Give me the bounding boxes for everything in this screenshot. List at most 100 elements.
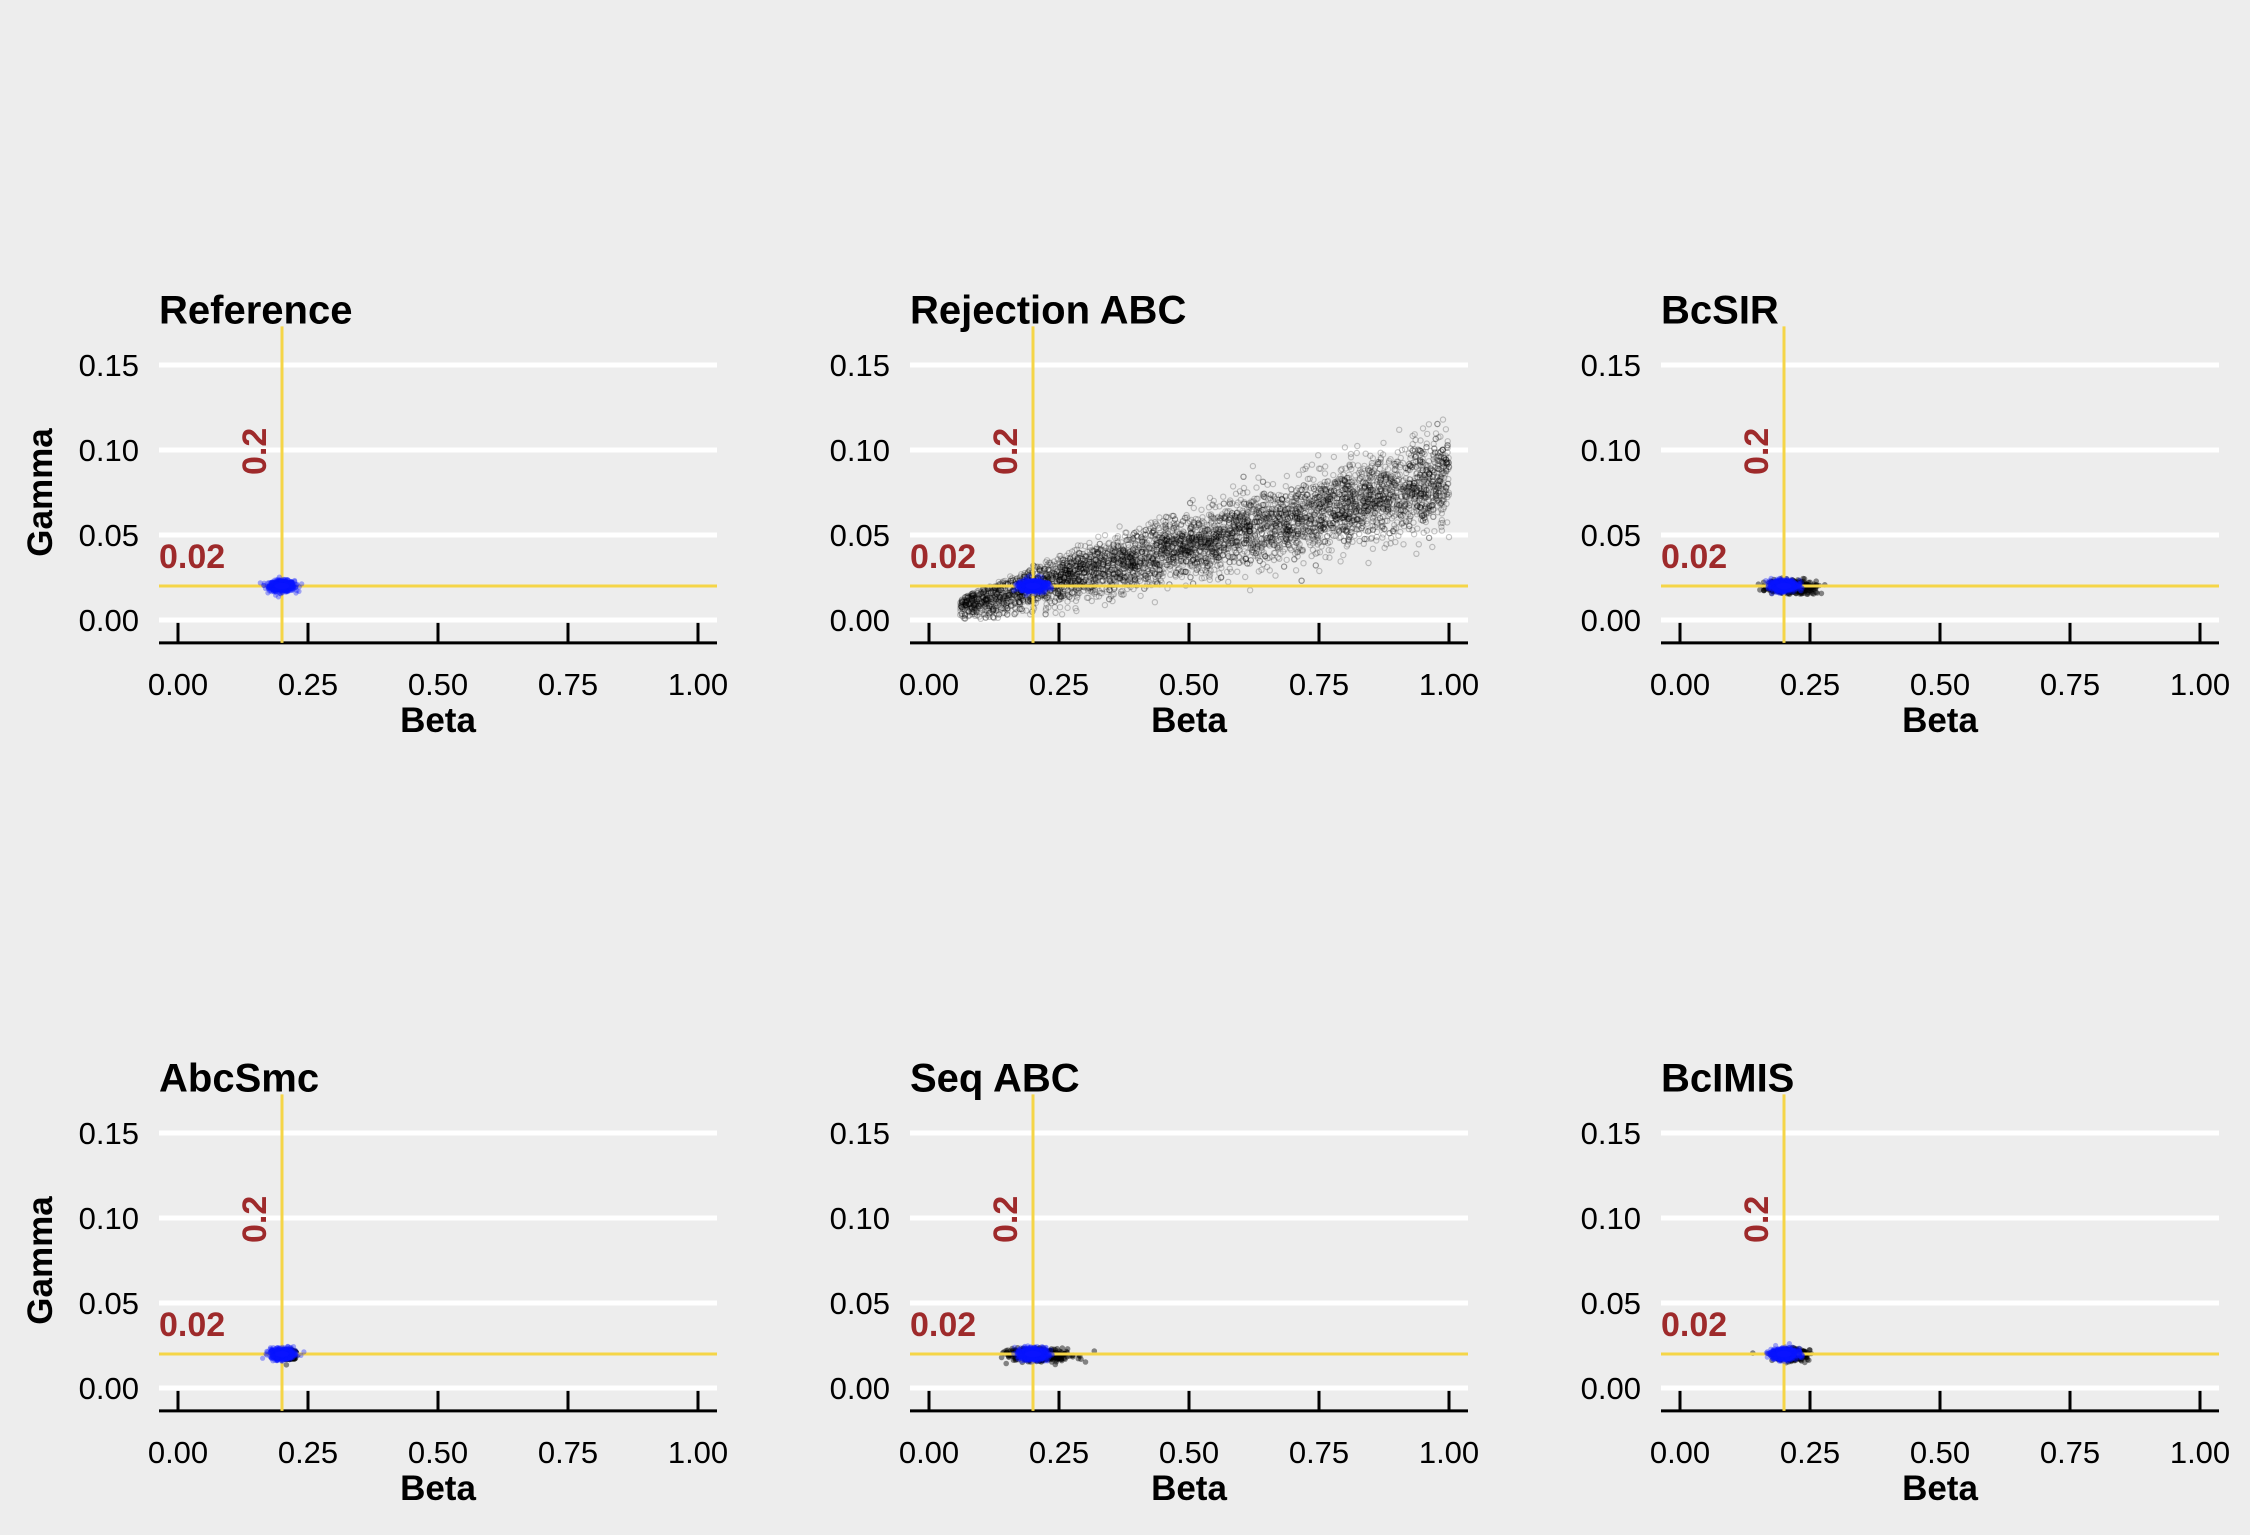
posterior-point <box>288 585 294 591</box>
x-tick-label: 0.75 <box>538 667 598 702</box>
posterior-point <box>267 583 273 589</box>
posterior-point <box>291 584 297 590</box>
posterior-point <box>274 578 280 584</box>
posterior-point <box>267 587 273 593</box>
posterior-point <box>288 583 294 589</box>
posterior-point <box>286 588 292 594</box>
y-tick-label: 0.10 <box>79 433 139 468</box>
posterior-point <box>276 578 282 584</box>
posterior-point <box>284 577 290 583</box>
x-tick-label: 0.25 <box>1029 667 1089 702</box>
posterior-point <box>269 581 275 588</box>
panel-title: Reference <box>159 288 352 332</box>
y-tick-label: 0.15 <box>79 348 139 383</box>
x-tick-label: 0.50 <box>408 667 468 702</box>
posterior-core <box>274 582 290 590</box>
x-tick-label: 0.25 <box>278 667 338 702</box>
posterior-point <box>296 588 302 595</box>
posterior-point <box>285 587 291 593</box>
posterior-point <box>288 581 294 587</box>
x-axis-label: Beta <box>1151 701 1227 740</box>
posterior-point <box>290 586 296 593</box>
posterior-point <box>279 577 285 583</box>
x-tick-label: 1.00 <box>668 667 728 702</box>
posterior-point <box>280 578 286 584</box>
posterior-point <box>269 584 275 590</box>
posterior-point <box>273 589 279 595</box>
posterior-point <box>293 584 299 590</box>
posterior-point <box>266 580 272 586</box>
posterior-point <box>271 579 278 585</box>
posterior-point <box>277 590 283 596</box>
posterior-point <box>290 584 296 590</box>
posterior-point <box>289 582 295 588</box>
posterior-point <box>290 581 296 587</box>
y-tick-label: 0.05 <box>79 518 139 553</box>
posterior-point <box>288 579 294 585</box>
posterior-point <box>272 577 278 583</box>
posterior-point <box>269 579 275 585</box>
y-tick-label: 0.15 <box>830 348 890 383</box>
posterior-point <box>261 582 267 589</box>
posterior-point <box>283 588 289 595</box>
posterior-point <box>268 583 274 590</box>
x-tick-label: 0.00 <box>148 667 208 702</box>
posterior-point <box>277 577 283 584</box>
y-axis-label: Gamma <box>21 428 60 557</box>
posterior-point <box>296 584 302 590</box>
posterior-point <box>266 584 272 591</box>
posterior-point <box>279 588 286 594</box>
posterior-point <box>269 585 275 591</box>
x-tick-label: 0.50 <box>1159 667 1219 702</box>
posterior-point <box>265 580 271 586</box>
posterior-point <box>277 590 283 596</box>
y-tick-label: 0.10 <box>830 433 890 468</box>
posterior-point <box>268 582 274 588</box>
reference-label-gamma: 0.02 <box>159 538 225 576</box>
posterior-point <box>290 583 296 589</box>
posterior-point <box>272 589 279 595</box>
posterior-point <box>273 592 279 598</box>
posterior-point <box>266 585 272 591</box>
posterior-point <box>266 584 273 590</box>
posterior-point <box>288 579 294 585</box>
posterior-point <box>269 585 276 591</box>
posterior-point <box>289 580 295 586</box>
posterior-point <box>289 583 295 589</box>
posterior-point <box>269 584 275 590</box>
posterior-point <box>289 587 295 594</box>
posterior-point <box>270 585 276 591</box>
posterior-point <box>257 580 263 586</box>
posterior-point <box>278 591 284 597</box>
posterior-point <box>299 581 305 587</box>
x-tick-label: 1.00 <box>1419 667 1479 702</box>
x-axis-label: Beta <box>400 701 476 740</box>
posterior-point <box>277 588 283 594</box>
posterior-point <box>292 578 298 584</box>
posterior-point <box>275 589 281 595</box>
posterior-point <box>265 585 272 591</box>
posterior-point <box>285 577 291 583</box>
posterior-point <box>269 587 275 593</box>
posterior-point <box>270 585 276 592</box>
posterior-point <box>290 582 296 588</box>
posterior-point <box>265 585 271 591</box>
posterior-point <box>275 578 281 584</box>
posterior-point <box>288 579 294 585</box>
panel-title: Rejection ABC <box>910 288 1186 332</box>
posterior-point <box>271 587 277 593</box>
posterior-point <box>270 583 276 589</box>
posterior-point <box>268 580 274 586</box>
y-tick-label: 0.05 <box>830 518 890 553</box>
posterior-point <box>283 588 289 594</box>
posterior-point <box>289 579 295 585</box>
posterior-point <box>292 584 298 591</box>
posterior-point <box>268 582 274 588</box>
posterior-point <box>261 582 267 588</box>
y-tick-label: 0.00 <box>830 603 890 638</box>
posterior-point <box>275 576 281 582</box>
posterior-point <box>272 586 278 593</box>
x-tick-label: 0.00 <box>899 667 959 702</box>
